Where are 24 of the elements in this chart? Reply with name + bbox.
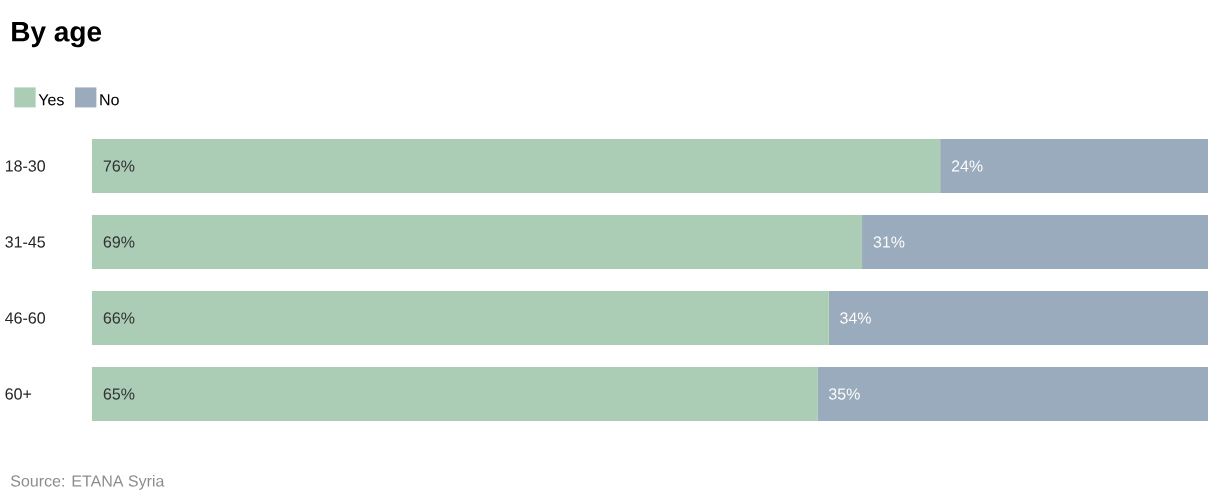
bar <box>940 139 1208 193</box>
data-label: 24% <box>951 160 983 172</box>
y-tick-label: 60+ <box>5 388 32 400</box>
bar <box>92 139 941 193</box>
data-label: 65% <box>103 388 135 400</box>
y-tick-label: 46-60 <box>5 312 46 324</box>
bar <box>92 290 829 345</box>
data-label: 35% <box>828 388 860 400</box>
bar <box>828 290 1208 345</box>
chart-title: By age <box>12 22 102 48</box>
y-tick-label: 31-45 <box>5 236 45 248</box>
y-tick-label: 18-30 <box>5 160 46 172</box>
source-note: Source: ETANA Syria <box>11 474 165 490</box>
bar <box>862 214 1208 269</box>
bar <box>817 366 1208 421</box>
data-label: 66% <box>103 312 135 324</box>
legend-label: No <box>100 94 119 106</box>
data-label: 69% <box>103 236 135 248</box>
bar <box>92 214 863 269</box>
bar <box>92 366 818 421</box>
data-label: 31% <box>873 236 905 248</box>
legend-label: Yes <box>38 94 64 106</box>
data-label: 34% <box>840 312 871 324</box>
data-label: 76% <box>103 160 135 172</box>
